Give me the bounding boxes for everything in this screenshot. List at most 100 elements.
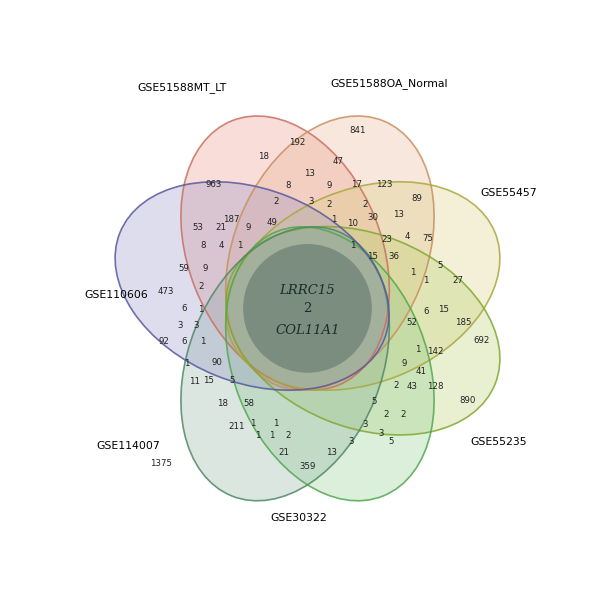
Ellipse shape xyxy=(243,244,372,373)
Text: 3: 3 xyxy=(194,321,199,330)
Text: 1: 1 xyxy=(331,215,337,224)
Text: 13: 13 xyxy=(393,210,404,219)
Text: GSE55457: GSE55457 xyxy=(480,189,536,198)
Text: 11: 11 xyxy=(190,377,200,386)
Text: 90: 90 xyxy=(211,358,222,367)
Text: 58: 58 xyxy=(243,399,254,408)
Text: 211: 211 xyxy=(228,422,244,431)
Text: 18: 18 xyxy=(217,399,228,408)
Ellipse shape xyxy=(181,116,389,390)
Text: 13: 13 xyxy=(304,169,315,178)
Text: 9: 9 xyxy=(327,181,332,190)
Text: 9: 9 xyxy=(246,223,251,232)
Text: GSE51588OA_Normal: GSE51588OA_Normal xyxy=(331,78,448,88)
Text: 2: 2 xyxy=(286,431,291,440)
Text: 21: 21 xyxy=(215,223,227,232)
Text: 2: 2 xyxy=(304,302,311,315)
Text: 1: 1 xyxy=(251,419,256,428)
Text: 9: 9 xyxy=(203,264,208,273)
Text: 4: 4 xyxy=(218,241,224,250)
Text: 890: 890 xyxy=(459,396,476,405)
Text: 53: 53 xyxy=(193,223,203,232)
Text: 6: 6 xyxy=(182,304,187,313)
Text: 2: 2 xyxy=(362,199,368,208)
Text: 89: 89 xyxy=(412,193,422,202)
Text: 9: 9 xyxy=(401,359,407,368)
Text: 123: 123 xyxy=(376,180,393,189)
Text: 3: 3 xyxy=(349,437,354,446)
Text: 5: 5 xyxy=(229,376,235,385)
Text: 49: 49 xyxy=(266,218,277,227)
Text: LRRC15: LRRC15 xyxy=(280,284,335,297)
Text: 23: 23 xyxy=(381,235,392,244)
Text: 3: 3 xyxy=(379,429,384,438)
Text: 3: 3 xyxy=(362,420,368,429)
Text: 1: 1 xyxy=(200,337,205,346)
Text: GSE110606: GSE110606 xyxy=(85,290,148,300)
Text: 1375: 1375 xyxy=(151,459,172,468)
Text: 5: 5 xyxy=(371,397,377,406)
Ellipse shape xyxy=(226,226,500,435)
Text: 2: 2 xyxy=(384,410,389,418)
Text: 4: 4 xyxy=(405,232,410,241)
Text: 1: 1 xyxy=(415,345,421,354)
Text: 2: 2 xyxy=(393,381,398,390)
Text: 2: 2 xyxy=(326,199,332,208)
Text: 692: 692 xyxy=(473,336,490,345)
Text: 17: 17 xyxy=(351,180,362,189)
Text: 52: 52 xyxy=(407,318,418,327)
Text: 47: 47 xyxy=(333,157,344,166)
Text: 2: 2 xyxy=(400,410,406,418)
Text: 92: 92 xyxy=(158,337,170,346)
Text: 1: 1 xyxy=(350,241,355,250)
Text: 36: 36 xyxy=(388,252,400,261)
Text: GSE51588MT_LT: GSE51588MT_LT xyxy=(137,82,227,93)
Text: 1: 1 xyxy=(255,431,260,440)
Ellipse shape xyxy=(226,227,434,501)
Text: 8: 8 xyxy=(200,241,205,250)
Text: 15: 15 xyxy=(203,376,214,385)
Text: 1: 1 xyxy=(410,269,415,278)
Text: 27: 27 xyxy=(453,276,464,285)
Text: 128: 128 xyxy=(427,382,443,391)
Text: 3: 3 xyxy=(308,197,314,206)
Ellipse shape xyxy=(115,181,389,390)
Text: 1: 1 xyxy=(424,276,429,285)
Text: GSE55235: GSE55235 xyxy=(470,436,527,447)
Text: 1: 1 xyxy=(184,359,190,368)
Text: 10: 10 xyxy=(347,219,358,228)
Text: 15: 15 xyxy=(437,305,449,314)
Text: 187: 187 xyxy=(223,215,240,224)
Text: 8: 8 xyxy=(286,181,291,190)
Text: 21: 21 xyxy=(278,448,289,457)
Text: 473: 473 xyxy=(158,287,174,296)
Text: GSE30322: GSE30322 xyxy=(271,513,328,524)
Text: 5: 5 xyxy=(388,437,394,446)
Ellipse shape xyxy=(226,116,434,390)
Text: 18: 18 xyxy=(259,152,269,161)
Ellipse shape xyxy=(226,181,500,390)
Text: 75: 75 xyxy=(422,233,433,242)
Text: 41: 41 xyxy=(416,367,427,376)
Text: 1: 1 xyxy=(274,419,279,428)
Text: 2: 2 xyxy=(274,197,279,206)
Text: 59: 59 xyxy=(179,264,190,273)
Text: 185: 185 xyxy=(455,318,471,327)
Text: 3: 3 xyxy=(177,321,182,330)
Text: 359: 359 xyxy=(299,461,316,470)
Text: 142: 142 xyxy=(427,347,443,356)
Text: 43: 43 xyxy=(407,382,418,391)
Text: 963: 963 xyxy=(205,180,221,189)
Text: 30: 30 xyxy=(367,213,378,222)
Text: 15: 15 xyxy=(367,252,378,261)
Text: 1: 1 xyxy=(269,431,274,440)
Text: 841: 841 xyxy=(350,126,367,135)
Text: 2: 2 xyxy=(198,282,203,291)
Text: GSE114007: GSE114007 xyxy=(96,441,160,451)
Ellipse shape xyxy=(181,227,389,501)
Text: 6: 6 xyxy=(182,337,187,346)
Text: 192: 192 xyxy=(289,139,305,147)
Text: 1: 1 xyxy=(237,241,242,250)
Text: 13: 13 xyxy=(326,448,337,457)
Text: 1: 1 xyxy=(198,305,203,314)
